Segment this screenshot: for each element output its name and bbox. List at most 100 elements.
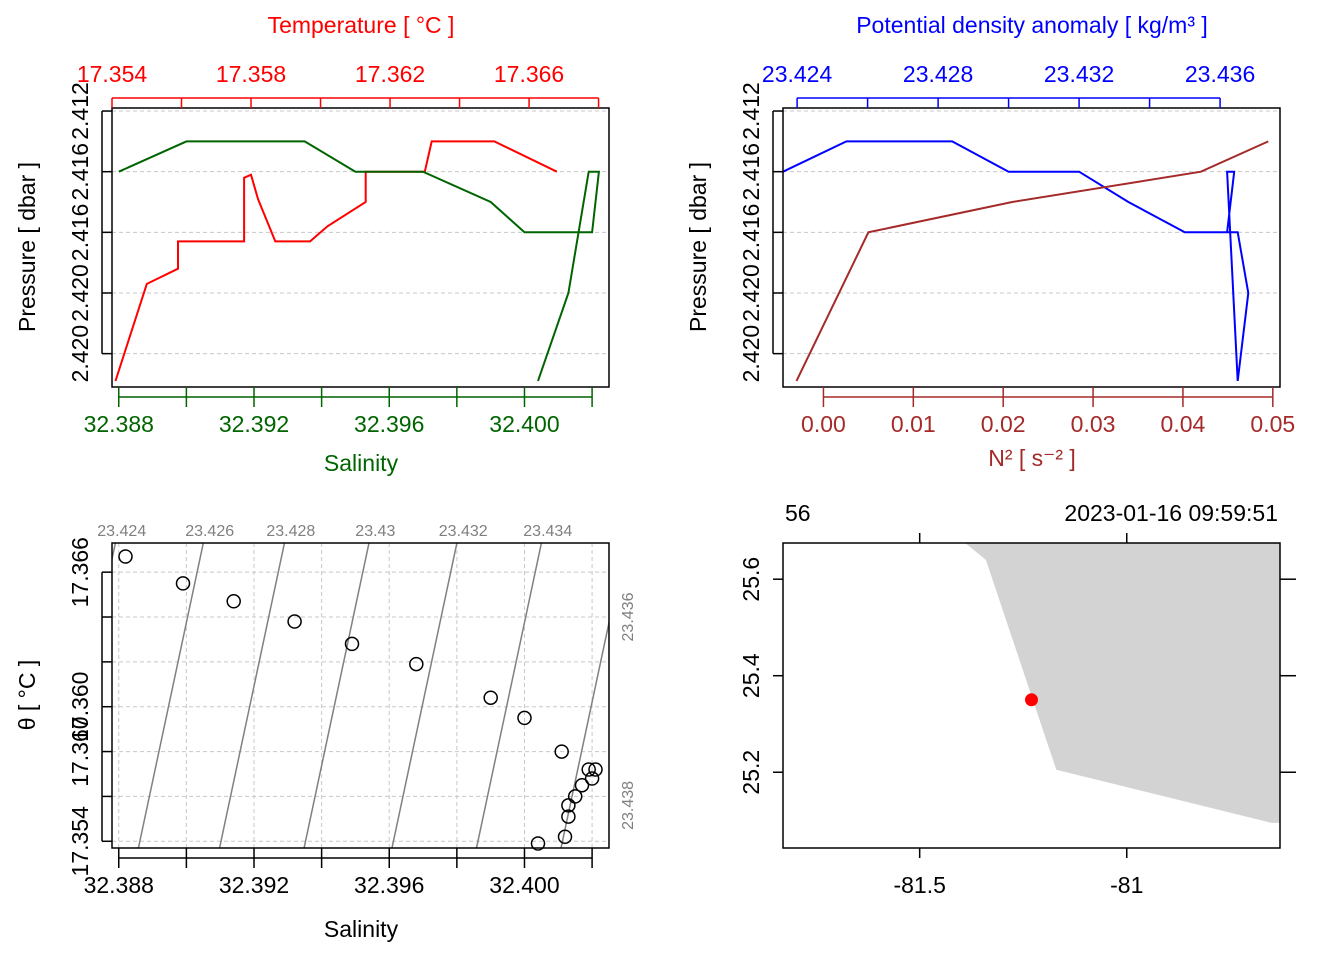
ts-xlabel: Salinity (324, 916, 399, 942)
x-tick-label: 32.388 (84, 872, 154, 898)
n2-tick-label: 0.04 (1161, 411, 1206, 437)
lat-tick-label: 25.4 (738, 653, 764, 698)
pressure-axis-title-2: Pressure [ dbar ] (685, 162, 711, 332)
ts-point (344, 636, 360, 652)
pressure-axis-title: Pressure [ dbar ] (14, 162, 40, 332)
lat-tick-label: 25.6 (738, 557, 764, 602)
temperature-axis-title: Temperature [ °C ] (268, 12, 455, 38)
density-line (782, 140, 1250, 382)
ts-point (581, 762, 596, 777)
isopycnal-label: 23.43 (355, 523, 395, 540)
ts-point (574, 777, 590, 793)
y-tick-label: 17.366 (67, 537, 93, 607)
isopycnal-line (560, 619, 609, 848)
ts-point (483, 690, 498, 705)
isopycnal-label: 23.426 (185, 523, 234, 540)
ts-point (530, 836, 546, 851)
salinity-tick-label: 32.400 (489, 411, 559, 437)
pressure-tick-label: 2.420 (738, 325, 764, 383)
temperature-tick-label: 17.354 (77, 61, 148, 87)
n2-tick-label: 0.01 (891, 411, 936, 437)
panel-map: 56 2023-01-16 09:59:51 -81.5 -81 25.2 25.4 2… (738, 500, 1296, 898)
station-label: 56 (785, 500, 811, 526)
salinity-tick-label: 32.388 (84, 411, 154, 437)
plot-frame (111, 542, 610, 849)
x-tick-label: 32.400 (489, 872, 559, 898)
temperature-tick-label: 17.362 (355, 61, 425, 87)
map-frame (782, 542, 1281, 849)
isopycnal-label: 23.438 (620, 781, 637, 830)
lon-tick-label: -81 (1110, 872, 1143, 898)
n2-tick-label: 0.05 (1250, 411, 1295, 437)
density-axis-title: Potential density anomaly [ kg/m³ ] (856, 12, 1208, 38)
n2-tick-label: 0.00 (801, 411, 846, 437)
station-marker (1025, 693, 1038, 707)
ts-point (287, 614, 302, 629)
n2-tick-label: 0.02 (981, 411, 1026, 437)
ts-point (561, 798, 576, 813)
y-tick-label: 17.360 (67, 672, 93, 742)
pressure-tick-label: 2.416 (738, 143, 764, 201)
pressure-tick-label: 2.416 (738, 204, 764, 262)
ts-point (554, 744, 569, 759)
land-polygon (965, 543, 1280, 823)
ts-point (588, 762, 603, 777)
n2-axis: 0.00 0.01 0.02 0.03 0.04 0.05 (801, 387, 1295, 437)
temperature-tick-label: 17.358 (216, 61, 286, 87)
pressure-tick-label: 2.420 (738, 264, 764, 322)
pressure-tick-label: 2.416 (67, 143, 93, 201)
n2-tick-label: 0.03 (1071, 411, 1116, 437)
ts-point (561, 809, 576, 824)
isopycnal-label: 23.434 (523, 523, 572, 540)
isopycnal-line (475, 543, 543, 848)
isopycnal-label: 23.424 (97, 523, 146, 540)
isopycnal-line (642, 527, 714, 863)
temperature-line (114, 140, 558, 382)
isopycnal-line (137, 543, 205, 848)
salinity-axis: 32.388 32.392 32.396 32.400 (84, 387, 593, 437)
ts-point (175, 576, 191, 591)
density-axis: 23.424 23.428 23.432 23.436 (762, 61, 1255, 108)
series-group (114, 140, 601, 382)
datetime-label: 2023-01-16 09:59:51 (1064, 500, 1278, 526)
temperature-tick-label: 17.366 (494, 61, 564, 87)
salinity-axis-title: Salinity (324, 450, 399, 476)
map-axes: -81.5 -81 25.2 25.4 25.6 (738, 533, 1296, 898)
station-dot (1025, 693, 1038, 707)
panel-profile-density: Potential density anomaly [ kg/m³ ] N² [… (685, 12, 1295, 471)
pressure-tick-label: 2.412 (738, 82, 764, 140)
density-tick-label: 23.436 (1185, 61, 1255, 87)
x-tick-label: 32.396 (354, 872, 424, 898)
salinity-tick-label: 32.396 (354, 411, 424, 437)
density-tick-label: 23.432 (1044, 61, 1114, 87)
n2-line (795, 140, 1269, 382)
x-tick-label: 32.392 (219, 872, 289, 898)
isopycnal-lines (112, 527, 714, 863)
ts-point (517, 710, 532, 726)
isopycnal-label: 23.436 (620, 592, 637, 641)
pressure-tick-label: 2.420 (67, 264, 93, 322)
ts-point (584, 771, 600, 786)
series-group (782, 140, 1269, 382)
plot-frame (782, 107, 1281, 388)
isopycnal-label: 23.428 (266, 523, 315, 540)
plot-frame (111, 107, 610, 388)
salinity-line (118, 140, 601, 382)
isopycnal-labels: 23.424 23.426 23.428 23.43 23.432 23.434 23.43… (97, 523, 637, 830)
ts-point (409, 656, 424, 672)
n2-axis-title: N² [ s⁻² ] (988, 445, 1076, 471)
y-tick-label: 17.354 (67, 806, 93, 877)
pressure-tick-label: 2.412 (67, 82, 93, 140)
panel-profile-ts: Temperature [ °C ] Salinity Pressure [ d… (14, 12, 610, 476)
ts-ylabel: θ [ °C ] (14, 660, 40, 731)
ts-points (118, 549, 603, 851)
land-shape (965, 543, 1280, 823)
lon-tick-label: -81.5 (893, 872, 945, 898)
ts-point (557, 829, 573, 845)
isopycnal-line (391, 543, 458, 848)
y-tick-label: 17.360 (67, 716, 93, 786)
density-tick-label: 23.428 (903, 61, 973, 87)
ts-point (118, 549, 133, 564)
